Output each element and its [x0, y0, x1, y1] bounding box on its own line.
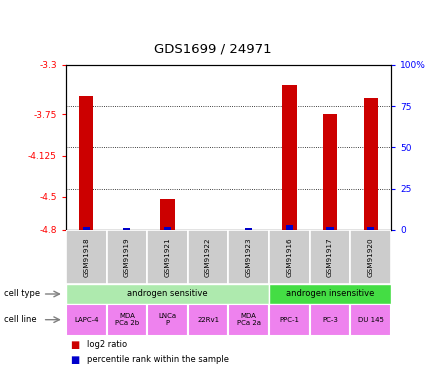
Text: androgen sensitive: androgen sensitive: [127, 290, 208, 298]
Text: 22Rv1: 22Rv1: [197, 316, 219, 322]
Bar: [123, 228, 130, 230]
Bar: [229, 304, 269, 336]
Bar: [323, 114, 337, 230]
Bar: [107, 304, 147, 336]
Bar: [245, 228, 252, 230]
Bar: [188, 304, 229, 336]
Bar: [66, 304, 107, 336]
Text: GSM91917: GSM91917: [327, 237, 333, 277]
Bar: [147, 230, 188, 284]
Bar: [147, 304, 188, 336]
Bar: [286, 225, 293, 230]
Bar: [269, 304, 310, 336]
Bar: [188, 230, 229, 284]
Bar: [82, 226, 90, 230]
Bar: [350, 304, 391, 336]
Text: MDA
PCa 2b: MDA PCa 2b: [115, 314, 139, 326]
Bar: [66, 284, 269, 304]
Text: GSM91916: GSM91916: [286, 237, 292, 277]
Text: ■: ■: [70, 354, 79, 364]
Text: androgen insensitive: androgen insensitive: [286, 290, 374, 298]
Bar: [310, 304, 350, 336]
Bar: [367, 226, 374, 230]
Bar: [164, 226, 171, 230]
Bar: [363, 98, 378, 230]
Text: PPC-1: PPC-1: [279, 316, 299, 322]
Text: LAPC-4: LAPC-4: [74, 316, 99, 322]
Bar: [326, 226, 334, 230]
Bar: [269, 284, 391, 304]
Bar: [229, 230, 269, 284]
Text: GSM91919: GSM91919: [124, 237, 130, 277]
Bar: [160, 199, 175, 230]
Text: PC-3: PC-3: [322, 316, 338, 322]
Text: GSM91921: GSM91921: [164, 237, 170, 277]
Text: cell line: cell line: [4, 315, 37, 324]
Bar: [107, 230, 147, 284]
Text: GSM91918: GSM91918: [83, 237, 89, 277]
Text: GDS1699 / 24971: GDS1699 / 24971: [154, 42, 271, 56]
Bar: [282, 85, 297, 230]
Text: GSM91920: GSM91920: [368, 237, 374, 277]
Text: log2 ratio: log2 ratio: [87, 340, 127, 349]
Bar: [310, 230, 350, 284]
Text: percentile rank within the sample: percentile rank within the sample: [87, 355, 229, 364]
Bar: [350, 230, 391, 284]
Bar: [269, 230, 310, 284]
Text: cell type: cell type: [4, 290, 40, 298]
Text: ■: ■: [70, 339, 79, 350]
Text: DU 145: DU 145: [358, 316, 384, 322]
Bar: [66, 230, 107, 284]
Text: LNCa
P: LNCa P: [159, 314, 176, 326]
Text: GSM91922: GSM91922: [205, 237, 211, 277]
Text: MDA
PCa 2a: MDA PCa 2a: [237, 314, 261, 326]
Text: GSM91923: GSM91923: [246, 237, 252, 277]
Bar: [79, 96, 94, 230]
